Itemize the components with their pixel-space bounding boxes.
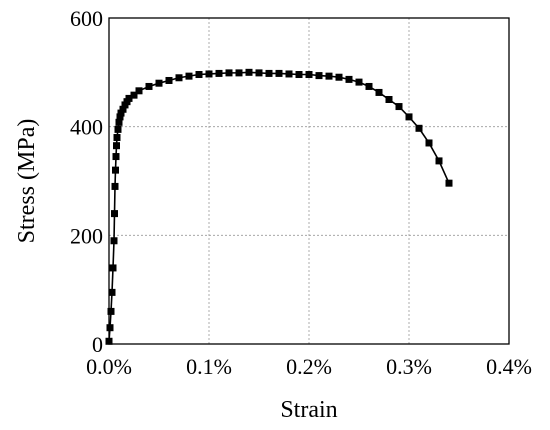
x-tick-label: 0.1% <box>186 354 232 379</box>
x-tick-label: 0.0% <box>86 354 132 379</box>
tick-labels: 0.0% 0.1% 0.2% 0.3% 0.4% 0 200 400 600 <box>70 6 532 379</box>
data-point <box>335 73 343 81</box>
data-point <box>119 105 127 113</box>
data-point <box>375 88 383 96</box>
data-point <box>106 324 114 332</box>
data-point <box>395 103 403 111</box>
data-point <box>110 237 118 245</box>
data-point <box>165 76 173 84</box>
data-point <box>116 113 124 121</box>
data-point <box>205 70 213 78</box>
data-point <box>155 79 163 87</box>
data-point <box>235 69 243 77</box>
series-line <box>108 71 450 342</box>
data-point <box>109 264 117 272</box>
y-tick-label: 400 <box>70 115 103 140</box>
data-point <box>405 113 413 121</box>
data-point <box>117 109 125 117</box>
x-tick-label: 0.2% <box>286 354 332 379</box>
data-point <box>265 69 273 77</box>
data-point <box>108 288 116 296</box>
data-point <box>415 124 423 132</box>
data-point <box>445 179 453 187</box>
data-point <box>115 118 123 126</box>
data-point <box>275 69 283 77</box>
plot-frame <box>108 17 510 345</box>
data-point <box>425 139 433 147</box>
data-markers <box>105 68 453 345</box>
data-point <box>113 142 120 150</box>
x-tick-label: 0.4% <box>486 354 532 379</box>
x-tick-label: 0.3% <box>386 354 432 379</box>
data-point <box>255 69 263 77</box>
data-point <box>245 68 253 76</box>
y-tick-label: 200 <box>70 223 103 248</box>
data-point <box>113 134 121 142</box>
data-point <box>435 157 443 165</box>
data-point <box>355 78 363 86</box>
data-point <box>215 69 223 77</box>
data-point <box>111 182 119 190</box>
data-point <box>175 74 183 82</box>
data-point <box>305 71 313 79</box>
data-point <box>112 166 119 174</box>
data-point <box>130 91 138 99</box>
grid-lines <box>109 18 509 344</box>
data-point <box>111 210 118 218</box>
data-point <box>114 125 122 133</box>
data-point <box>325 72 333 80</box>
y-axis-label: Stress (MPa) <box>14 119 40 244</box>
data-point <box>225 69 233 77</box>
data-point <box>365 82 373 90</box>
data-point <box>107 307 115 315</box>
data-point <box>135 87 143 95</box>
data-point <box>112 153 120 161</box>
data-point <box>125 94 133 102</box>
data-point <box>315 72 323 80</box>
y-tick-label: 600 <box>70 6 103 31</box>
data-point <box>345 75 353 83</box>
data-point <box>195 71 203 79</box>
x-axis-label: Strain <box>280 397 337 423</box>
data-point <box>285 70 293 78</box>
data-point <box>145 82 153 90</box>
y-tick-label: 0 <box>92 332 103 357</box>
data-point <box>295 71 303 79</box>
data-point <box>185 72 193 80</box>
data-point <box>385 96 393 103</box>
